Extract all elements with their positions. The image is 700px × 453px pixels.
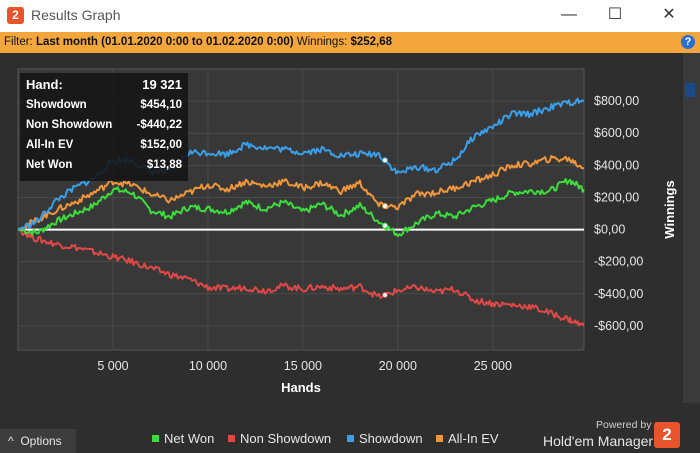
summary-row-non-showdown: Non Showdown -$440,22	[26, 119, 182, 131]
x-tick-label: 25 000	[474, 359, 512, 373]
summary-row-net-won: Net Won $13,88	[26, 159, 182, 171]
filter-prefix: Filter:	[4, 36, 33, 48]
x-tick-label: 5 000	[97, 359, 128, 373]
close-button[interactable]: ✕	[662, 6, 676, 23]
window-title: Results Graph	[31, 7, 121, 23]
series-line-non-showdown	[17, 228, 585, 327]
legend-non-showdown[interactable]: Non Showdown	[228, 431, 331, 446]
minimize-button[interactable]: —	[561, 6, 577, 23]
winnings-value: $252,68	[350, 36, 393, 48]
summary-tooltip: Hand: 19 321 Showdown $454,10 Non Showdo…	[20, 73, 188, 181]
brand-logo-icon: 2	[654, 422, 680, 448]
legend-net-won[interactable]: Net Won	[152, 431, 214, 446]
y-axis-label: Winnings	[662, 180, 677, 238]
x-tick-label: 10 000	[189, 359, 227, 373]
brand-name: Hold'em Manager	[543, 433, 654, 449]
app-logo-icon: 2	[7, 7, 24, 24]
y-tick-label: $0,00	[594, 223, 625, 237]
powered-by-text: Powered by	[596, 419, 652, 431]
winnings-label: Winnings:	[296, 36, 348, 48]
x-tick-label: 15 000	[284, 359, 322, 373]
help-icon[interactable]: ?	[681, 35, 695, 49]
summary-row-allin-ev: All-In EV $152,00	[26, 139, 182, 151]
legend-allin-ev[interactable]: All-In EV	[436, 431, 499, 446]
hover-marker	[381, 203, 388, 210]
summary-row-showdown: Showdown $454,10	[26, 99, 182, 111]
hover-marker	[381, 157, 388, 164]
series-line-net-won	[17, 178, 585, 238]
filter-bar: Filter: Last month (01.01.2020 0:00 to 0…	[0, 32, 700, 53]
y-tick-label: $600,00	[594, 126, 639, 140]
options-button[interactable]: ^ Options	[0, 429, 76, 453]
hover-marker	[381, 222, 388, 229]
maximize-button[interactable]: ☐	[607, 6, 623, 23]
chevron-up-icon: ^	[8, 434, 14, 448]
series-line-all-in-ev	[17, 154, 585, 232]
legend-showdown[interactable]: Showdown	[347, 431, 423, 446]
summary-row-hand: Hand: 19 321	[26, 77, 182, 92]
x-tick-label: 20 000	[379, 359, 417, 373]
y-tick-label: $800,00	[594, 94, 639, 108]
title-bar: 2 Results Graph — ☐ ✕	[0, 0, 700, 32]
results-graph: 5 000 10 000 15 000 20 000 25 000 $800,00 $60…	[0, 53, 700, 453]
filter-period: Last month (01.01.2020 0:00 to 01.02.202…	[35, 36, 294, 48]
y-tick-label: -$600,00	[594, 319, 643, 333]
y-tick-label: $400,00	[594, 158, 639, 172]
y-tick-label: -$400,00	[594, 287, 643, 301]
side-panel-marker	[685, 83, 695, 97]
side-panel	[683, 53, 700, 403]
hover-marker	[381, 291, 388, 298]
options-label: Options	[20, 434, 62, 448]
y-tick-label: $200,00	[594, 190, 639, 204]
x-axis-label: Hands	[281, 380, 321, 395]
y-tick-label: -$200,00	[594, 255, 643, 269]
